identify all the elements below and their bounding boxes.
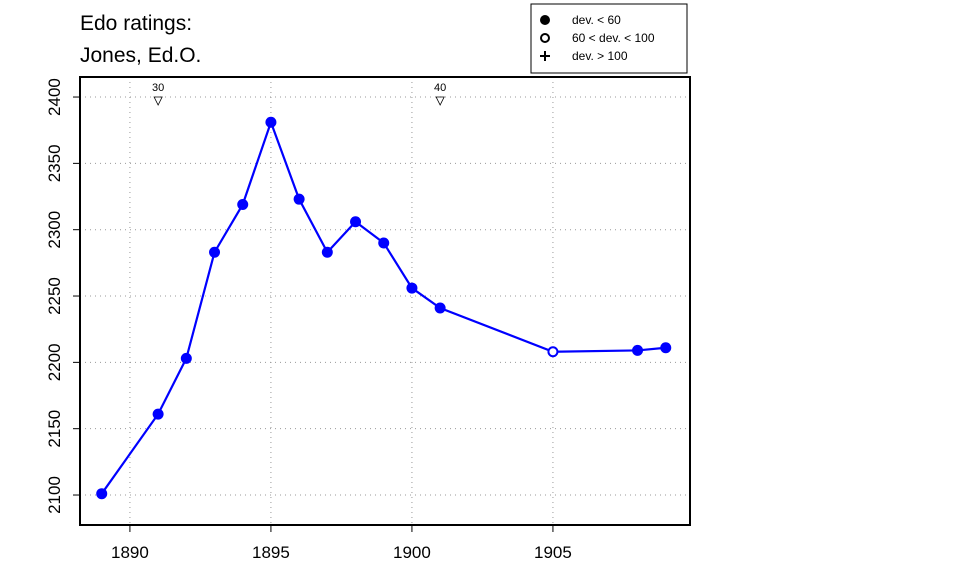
data-point	[237, 198, 249, 210]
annotation-marker	[153, 96, 163, 106]
x-tick-label: 1900	[393, 543, 431, 562]
x-tick-label: 1895	[252, 543, 290, 562]
y-tick-label: 2200	[45, 343, 64, 381]
data-point	[293, 193, 305, 205]
data-point	[180, 352, 192, 364]
y-tick-label: 2400	[45, 78, 64, 116]
y-tick-label: 2100	[45, 476, 64, 514]
legend-symbol	[540, 33, 550, 43]
chart-title: Edo ratings:	[80, 12, 192, 35]
legend-label: 60 < dev. < 100	[572, 31, 655, 45]
annotation-label: 40	[434, 82, 446, 94]
data-point	[406, 282, 418, 294]
legend-symbol	[540, 15, 550, 25]
chart-subtitle: Jones, Ed.O.	[80, 44, 201, 67]
annotation-marker	[435, 96, 445, 106]
data-point	[350, 216, 362, 228]
legend-box	[530, 3, 688, 74]
data-point	[152, 408, 164, 420]
legend-label: dev. > 100	[572, 49, 628, 63]
data-point	[96, 488, 108, 500]
data-point	[265, 116, 277, 128]
data-point	[209, 246, 221, 258]
y-tick-label: 2350	[45, 144, 64, 182]
legend-label: dev. < 60	[572, 13, 621, 27]
series-line	[100, 118, 666, 495]
y-tick-label: 2300	[45, 211, 64, 249]
data-point	[434, 302, 446, 314]
data-point	[660, 342, 672, 354]
data-point	[378, 237, 390, 249]
plot-frame	[79, 76, 691, 526]
annotation-label: 30	[152, 82, 164, 94]
x-tick-label: 1890	[111, 543, 149, 562]
y-tick-label: 2250	[45, 277, 64, 315]
x-tick-label: 1905	[534, 543, 572, 562]
data-point	[321, 246, 333, 258]
data-point	[547, 346, 559, 358]
legend: dev. < 60 60 < dev. < 100 dev. > 100	[530, 3, 688, 74]
legend-symbol	[540, 51, 550, 61]
data-point	[632, 344, 644, 356]
y-tick-label: 2150	[45, 410, 64, 448]
